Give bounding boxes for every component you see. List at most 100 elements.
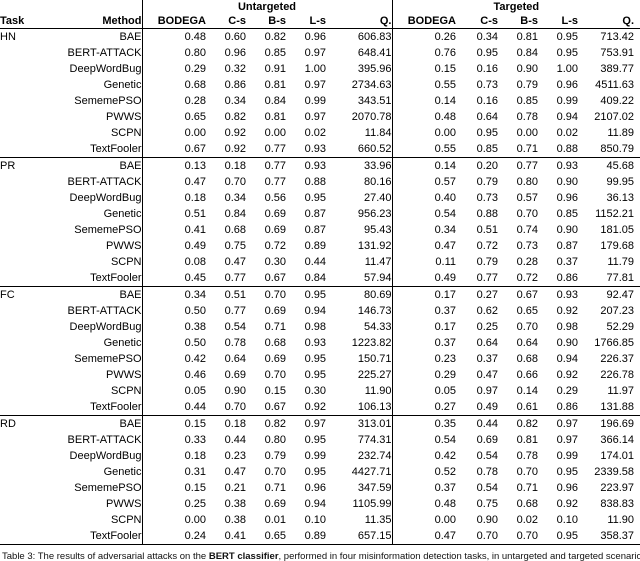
table-row: RD BAE 0.15 0.18 0.82 0.97 313.01 0.35 0.44 0.82 0…: [0, 415, 640, 432]
untargeted-ls-value: 1.00: [304, 63, 326, 75]
table-row: BERT-ATTACK 0.47 0.70 0.77 0.88 80.16 0.57 0.79…: [0, 174, 640, 190]
targeted-q-value: 45.68: [578, 157, 640, 174]
targeted-ls-value: 0.90: [556, 176, 578, 188]
untargeted-bs-value: 0.69: [264, 305, 286, 317]
untargeted-q-value: 80.16: [363, 176, 392, 188]
untargeted-bs-value: 0.91: [264, 63, 286, 75]
table-row: SememePSO 0.28 0.34 0.84 0.99 343.51 0.14 0.16 0…: [0, 93, 640, 109]
targeted-bs-value: 0.57: [516, 192, 538, 204]
column-header-task: Task: [0, 14, 56, 29]
task-cell: [0, 270, 56, 287]
targeted-ls-value: 0.96: [556, 79, 578, 91]
method-cell: PWWS: [106, 498, 142, 510]
untargeted-ls-value: 0.97: [304, 111, 326, 123]
task-cell: [0, 528, 56, 545]
targeted-bs-value: 0.71: [516, 143, 538, 155]
targeted-q-value: 207.23: [600, 305, 635, 317]
untargeted-ls-value: 0.94: [304, 498, 326, 510]
targeted-ls-value: 0.97: [556, 434, 578, 446]
untargeted-bs-value: 0.77: [264, 143, 286, 155]
untargeted-cs-value: 0.75: [224, 240, 246, 252]
targeted-bodega-value: 0.17: [391, 286, 456, 303]
untargeted-cs-value: 0.32: [224, 63, 246, 75]
untargeted-bs-value: 0.69: [264, 498, 286, 510]
column-header-row: Task Method BODEGA C-s B-s L-s Q. BODEGA…: [0, 14, 640, 29]
targeted-bs-value: 0.77: [498, 157, 538, 174]
untargeted-bodega-value: 0.15: [141, 480, 206, 496]
targeted-bodega-value: 0.35: [391, 415, 456, 432]
task-cell: [0, 61, 56, 77]
targeted-bodega-value: 0.37: [391, 480, 456, 496]
table-row: Genetic 0.51 0.84 0.69 0.87 956.23 0.54 0.88 0.7…: [0, 206, 640, 222]
untargeted-cs-value: 0.44: [224, 434, 246, 446]
targeted-bodega-value: 0.14: [391, 157, 456, 174]
method-cell: Genetic: [103, 208, 142, 220]
targeted-cs-value: 0.73: [476, 79, 498, 91]
untargeted-bodega-value: 0.00: [141, 512, 206, 528]
targeted-cs-value: 0.79: [476, 176, 498, 188]
untargeted-cs-value: 0.34: [224, 192, 246, 204]
targeted-bs-value: 0.14: [516, 385, 538, 397]
targeted-bodega-value: 0.17: [391, 319, 456, 335]
untargeted-ls-value: 0.87: [304, 224, 326, 236]
targeted-cs-value: 0.72: [476, 240, 498, 252]
targeted-bodega-value: 0.11: [391, 254, 456, 270]
untargeted-ls-value: 0.95: [304, 466, 326, 478]
untargeted-cs-value: 0.34: [224, 95, 246, 107]
untargeted-q-value: 95.43: [363, 224, 392, 236]
targeted-ls-value: 0.95: [556, 466, 578, 478]
untargeted-q-value: 1105.99: [352, 498, 392, 510]
untargeted-q-value: 1223.82: [351, 337, 392, 349]
task-cell: [0, 432, 56, 448]
untargeted-ls-value: 0.93: [304, 143, 326, 155]
targeted-ls-value: 0.99: [556, 450, 578, 462]
table-row: DeepWordBug 0.38 0.54 0.71 0.98 54.33 0.17 0.25…: [0, 319, 640, 335]
untargeted-cs-value: 0.64: [224, 353, 246, 365]
untargeted-ls-value: 0.96: [304, 31, 326, 43]
targeted-q-value: 174.01: [600, 450, 635, 462]
method-cell: SCPN: [110, 256, 142, 268]
untargeted-bs-value: 0.69: [264, 353, 286, 365]
untargeted-bodega-value: 0.18: [141, 190, 206, 206]
untargeted-bodega-value: 0.44: [141, 399, 206, 416]
table-row: Genetic 0.31 0.47 0.70 0.95 4427.71 0.52 0.78 0.…: [0, 464, 640, 480]
untargeted-cs-value: 0.70: [224, 401, 246, 413]
untargeted-bs-value: 0.70: [264, 466, 286, 478]
untargeted-bs-value: 0.81: [264, 79, 286, 91]
untargeted-q-value: 2070.78: [351, 111, 392, 123]
untargeted-ls-value: 0.95: [286, 286, 326, 303]
task-cell: [0, 206, 56, 222]
untargeted-q-value: 313.01: [326, 415, 392, 432]
targeted-q-value: 358.37: [578, 528, 640, 545]
untargeted-q-value: 606.83: [357, 31, 392, 43]
table-row: Genetic 0.50 0.78 0.68 0.93 1223.82 0.37 0.64 0.…: [0, 335, 640, 351]
targeted-ls-value: 0.95: [538, 528, 578, 545]
targeted-ls-value: 0.02: [556, 127, 578, 139]
untargeted-bs-value: 0.72: [264, 240, 286, 252]
targeted-ls-value: 0.94: [556, 111, 578, 123]
untargeted-ls-value: 0.98: [304, 321, 326, 333]
untargeted-ls-value: 0.87: [304, 208, 326, 220]
method-cell: SememePSO: [74, 224, 142, 236]
targeted-cs-value: 0.78: [476, 466, 498, 478]
column-header-cs-untargeted: C-s: [206, 14, 246, 29]
method-cell: PWWS: [106, 369, 142, 381]
targeted-bs-value: 0.79: [516, 79, 538, 91]
untargeted-cs-value: 0.68: [224, 224, 246, 236]
targeted-q-value: 92.47: [578, 286, 640, 303]
untargeted-bodega-value: 0.15: [141, 415, 206, 432]
column-header-bodega-untargeted: BODEGA: [141, 14, 206, 29]
targeted-bs-value: 0.72: [516, 272, 538, 284]
targeted-q-value: 11.90: [607, 514, 635, 526]
targeted-ls-value: 0.93: [538, 157, 578, 174]
task-cell: [0, 45, 56, 61]
targeted-bs-value: 0.80: [516, 176, 538, 188]
method-cell: Genetic: [103, 466, 142, 478]
caption-prefix: Table 3: The results of adversarial atta…: [2, 551, 209, 561]
targeted-ls-value: 0.97: [538, 415, 578, 432]
targeted-cs-value: 0.44: [456, 415, 498, 432]
targeted-cs-value: 0.34: [476, 31, 498, 43]
untargeted-bs-value: 0.69: [264, 224, 286, 236]
untargeted-q-value: 150.71: [357, 353, 392, 365]
targeted-bs-value: 0.70: [516, 466, 538, 478]
